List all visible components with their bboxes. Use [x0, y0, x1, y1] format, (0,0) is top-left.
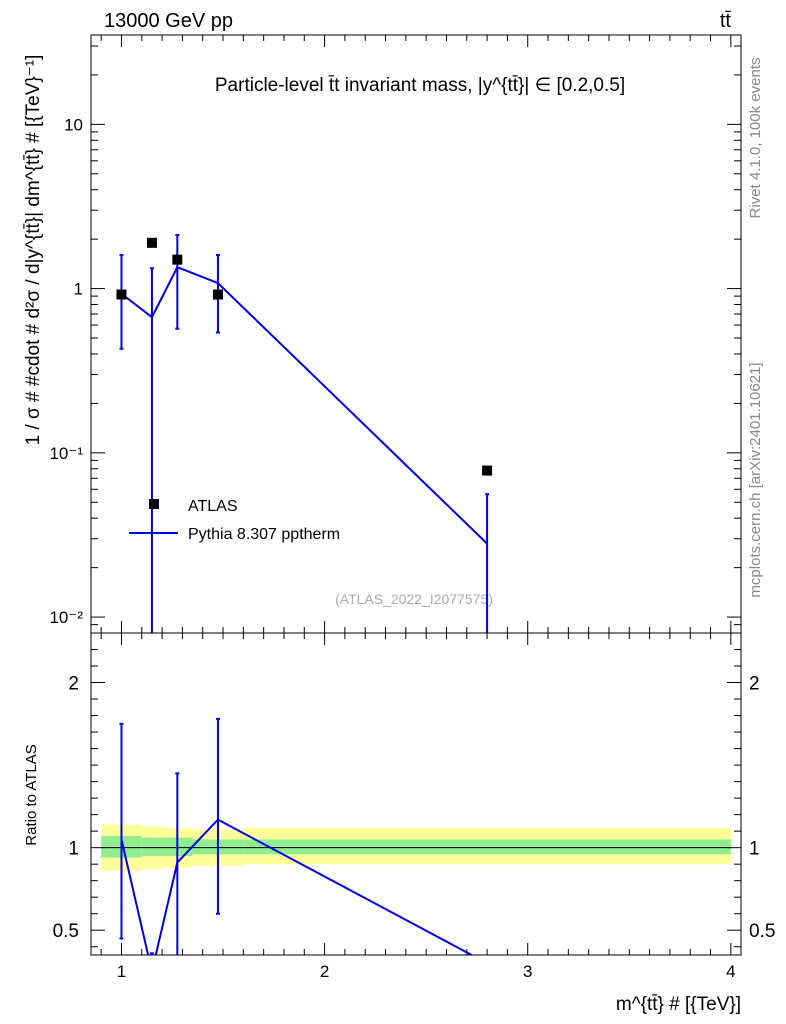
x-tick-label: 2	[320, 962, 329, 981]
mcplots-label: mcplots.cern.ch [arXiv:2401.10621]	[747, 362, 764, 597]
legend-label-atlas: ATLAS	[188, 498, 238, 515]
legend: ATLAS Pythia 8.307 pptherm	[129, 498, 340, 543]
data-point	[212, 289, 223, 300]
ratio-marks	[119, 717, 474, 955]
main-marks	[116, 234, 493, 633]
y-tick-label: 10⁻²	[49, 608, 83, 627]
y-tick-label: 10⁻¹	[49, 444, 83, 463]
main-y-axis-label: 1 / σ # #cdot # d²σ / d|y^{tt̄}| dm^{tt̄…	[23, 55, 44, 446]
ratio-y-tick-label-right: 0.5	[749, 921, 775, 942]
ratio-axes: 1 2 3 4 2 2 1 1 0.5 0.5	[53, 632, 775, 981]
ratio-y-tick-label: 0.5	[53, 921, 79, 942]
main-watermark: (ATLAS_2022_I2077575)	[335, 591, 493, 607]
x-axis-label: m^{tt̄} # [{TeV}]	[616, 994, 741, 1015]
y-tick-label: 10	[64, 115, 83, 134]
ratio-y-tick-label: 1	[68, 839, 79, 860]
main-panel: 10 1 10⁻¹ 10⁻² Particle-level t̄t invariant…	[23, 34, 742, 634]
legend-label-pythia: Pythia 8.307 pptherm	[188, 526, 340, 543]
x-tick-label: 3	[523, 962, 532, 981]
ratio-y-axis-label: Ratio to ATLAS	[23, 744, 40, 845]
data-point	[172, 254, 183, 265]
ratio-mc-line	[120, 818, 474, 955]
data-point	[146, 237, 157, 248]
header-energy-label: 13000 GeV pp	[104, 10, 233, 32]
main-axes: 10 1 10⁻¹ 10⁻²	[49, 34, 742, 634]
x-tick-label: 1	[117, 962, 126, 981]
main-frame	[90, 34, 742, 634]
ratio-band-inner	[243, 839, 731, 855]
ratio-panel: 1 2 3 4 2 2 1 1 0.5 0.5 Ratio to ATLAS m^{tt̄} # …	[23, 632, 775, 1015]
data-point	[116, 289, 127, 300]
ratio-frame	[90, 632, 742, 956]
ratio-y-tick-label: 2	[68, 674, 79, 695]
rivet-version-label: Rivet 4.1.0, 100k events	[747, 58, 764, 219]
main-plot-title: Particle-level t̄t invariant mass, |y^{t…	[215, 75, 625, 96]
data-point	[482, 465, 493, 476]
ratio-band-inner	[141, 837, 163, 856]
x-tick-label: 4	[726, 962, 735, 981]
header-process-label: tt̄	[720, 10, 732, 32]
ratio-y-tick-label-right: 2	[749, 674, 760, 695]
legend-marker-atlas	[149, 499, 159, 509]
mc-line	[120, 265, 488, 545]
ratio-y-tick-label-right: 1	[749, 839, 760, 860]
y-tick-label: 1	[74, 280, 83, 299]
